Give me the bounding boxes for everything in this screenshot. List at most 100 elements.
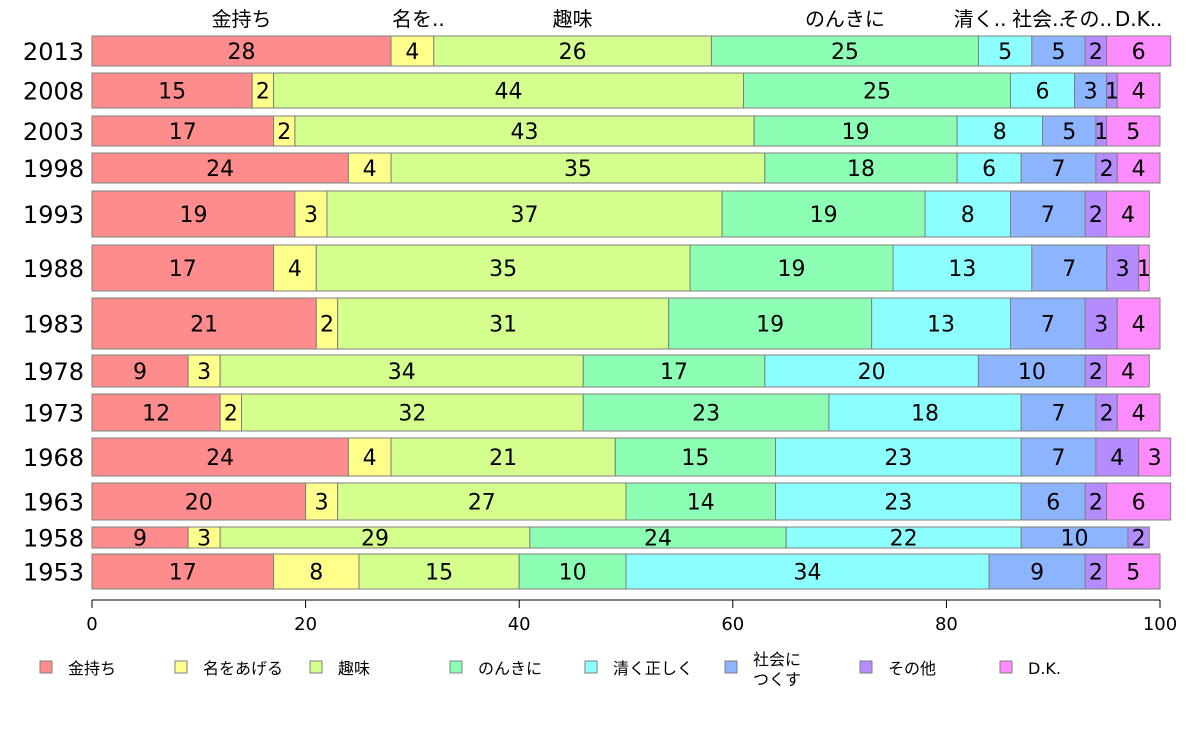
bar-segment (91, 393, 221, 432)
bar-segment (273, 244, 317, 292)
year-label: 1968 (23, 444, 84, 472)
bar-row: 2013 28 4 26 25 5 5 2 6 (23, 35, 1172, 67)
top-label: 社会.. (1012, 7, 1065, 31)
bar-segment (294, 190, 328, 238)
bar-value-label: 4 (1121, 203, 1135, 228)
bar-row: 1988 17 4 35 19 13 7 3 1 (23, 244, 1151, 292)
legend-swatch (999, 660, 1013, 674)
bar-segment (1020, 482, 1086, 521)
bar-value-label: 8 (993, 120, 1007, 145)
legend-swatch (724, 660, 738, 674)
bar-segment (1116, 152, 1161, 184)
bar-segment (294, 115, 755, 147)
bar-value-label: 2 (1089, 360, 1103, 385)
bar-segment (892, 244, 1033, 292)
year-label: 1998 (23, 155, 84, 183)
bar-segment (988, 553, 1086, 590)
bar-value-label: 34 (388, 360, 416, 385)
bar-segment (91, 190, 296, 238)
year-label: 1958 (23, 525, 84, 553)
bar-segment (91, 244, 275, 292)
top-label: のんきに (805, 7, 885, 31)
bar-row: 2008 15 2 44 25 6 3 1 4 (23, 72, 1161, 109)
bar-value-label: 26 (559, 40, 587, 65)
bar-value-label: 5 (1062, 120, 1076, 145)
bar-value-label: 15 (158, 80, 186, 105)
top-label: D.K.. (1115, 7, 1163, 31)
bar-value-label: 21 (190, 313, 218, 338)
x-axis: 0 20 40 60 80 100 (86, 599, 1177, 635)
bar-segment (358, 553, 520, 590)
bar-value-label: 25 (863, 80, 891, 105)
bar-value-label: 1 (1137, 257, 1151, 282)
bar-value-label: 6 (1132, 40, 1146, 65)
x-tick-label: 80 (935, 614, 958, 635)
bar-segment (1106, 35, 1172, 67)
bar-value-label: 24 (644, 527, 672, 552)
bar-segment (1042, 115, 1097, 147)
bar-value-label: 2 (1100, 402, 1114, 427)
bar-value-label: 6 (1132, 491, 1146, 516)
bar-segment (924, 190, 1011, 238)
bar-segment (241, 393, 584, 432)
bar-segment (753, 115, 958, 147)
bar-row: 1998 24 4 35 18 6 7 2 4 (23, 152, 1161, 184)
bar-value-label: 29 (361, 527, 389, 552)
bar-value-label: 3 (315, 491, 329, 516)
bar-value-label: 4 (1132, 313, 1146, 338)
bar-value-label: 32 (398, 402, 426, 427)
year-label: 2008 (23, 78, 84, 106)
bar-value-label: 2 (1132, 527, 1146, 552)
bar-value-label: 18 (847, 157, 875, 182)
bar-value-label: 12 (142, 402, 170, 427)
bar-segment (347, 437, 392, 477)
bar-segment (91, 437, 349, 477)
legend-label: のんきに (478, 659, 542, 678)
bar-value-label: 3 (1084, 80, 1098, 105)
bar-value-label: 6 (1046, 491, 1060, 516)
legend-label: 社会に (753, 650, 801, 669)
bar-segment (871, 297, 1011, 350)
bar-value-label: 2 (1089, 40, 1103, 65)
bar-segment (1020, 437, 1097, 477)
year-label: 1983 (23, 311, 84, 339)
bar-value-label: 31 (489, 313, 517, 338)
bar-value-label: 1 (1094, 120, 1108, 145)
bar-segment (977, 354, 1086, 388)
bar-value-label: 22 (890, 527, 918, 552)
bar-value-label: 24 (206, 446, 234, 471)
bar-segment (347, 152, 392, 184)
legend-label: D.K. (1028, 659, 1061, 678)
bar-value-label: 1 (1105, 80, 1119, 105)
bar-value-label: 9 (1030, 561, 1044, 586)
bar-value-label: 17 (169, 561, 197, 586)
bar-value-label: 10 (1061, 527, 1089, 552)
bar-value-label: 2 (224, 402, 238, 427)
bar-segment (625, 553, 990, 590)
bar-value-label: 3 (1116, 257, 1130, 282)
bar-row: 1993 19 3 37 19 8 7 2 4 (23, 190, 1150, 238)
bar-value-label: 2 (320, 313, 334, 338)
bar-value-label: 2 (1089, 491, 1103, 516)
bar-segment (273, 553, 360, 590)
bar-value-label: 3 (1094, 313, 1108, 338)
bar-value-label: 23 (884, 446, 912, 471)
bar-segment (91, 72, 253, 109)
bar-value-label: 4 (1132, 402, 1146, 427)
bar-segment (337, 297, 670, 350)
top-label: 清く.. (954, 7, 1007, 31)
bar-row: 1983 21 2 31 19 13 7 3 4 (23, 297, 1161, 350)
bar-value-label: 20 (858, 360, 886, 385)
year-label: 1988 (23, 255, 84, 283)
bar-segment (91, 553, 275, 590)
bar-value-label: 2 (1100, 157, 1114, 182)
bar-value-label: 2 (277, 120, 291, 145)
bar-value-label: 4 (288, 257, 302, 282)
bar-segment (582, 393, 830, 432)
bar-value-label: 5 (1126, 561, 1140, 586)
bar-segment (91, 482, 307, 521)
bar-value-label: 5 (1052, 40, 1066, 65)
bar-segment (956, 152, 1022, 184)
bar-row: 2003 17 2 43 19 8 5 1 5 (23, 115, 1161, 147)
